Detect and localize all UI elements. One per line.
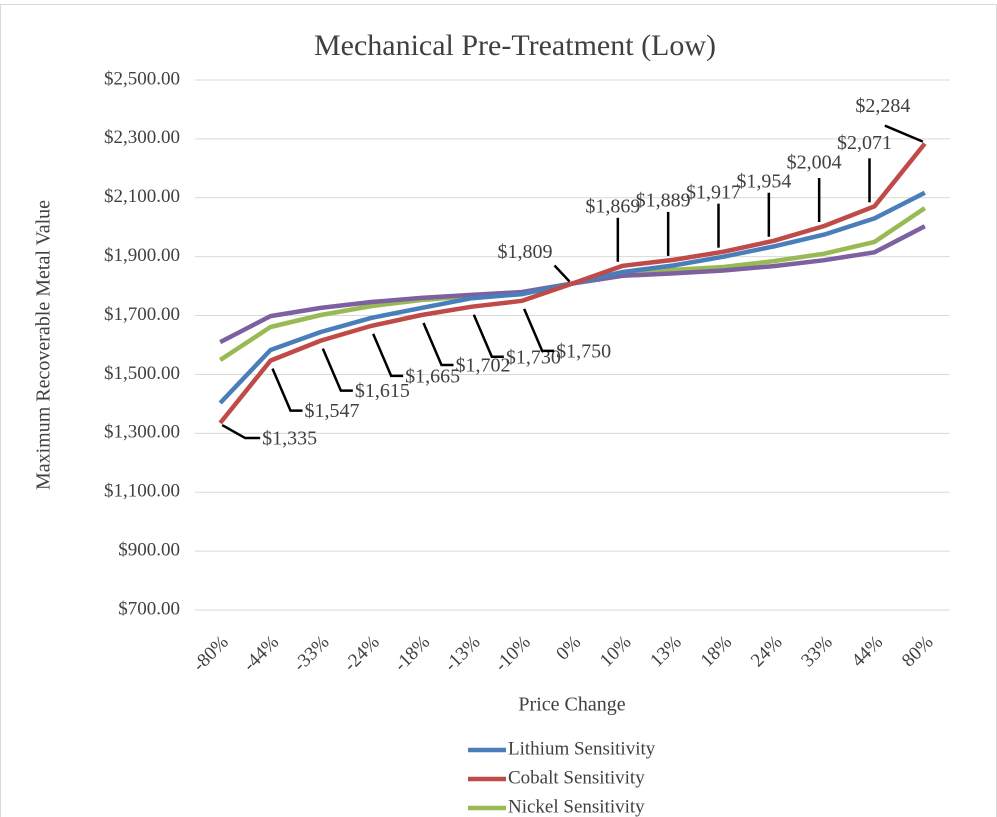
data-label: $1,750 (556, 340, 611, 362)
legend-label: Cobalt Sensitivity (508, 767, 645, 788)
y-tick-label: $700.00 (118, 598, 180, 619)
leader-line (884, 124, 924, 143)
data-label: $2,284 (855, 95, 910, 117)
y-tick-label: $1,100.00 (104, 481, 180, 502)
y-tick-label: $1,300.00 (104, 422, 180, 443)
y-tick-label: $1,900.00 (104, 245, 180, 266)
data-label: $1,615 (355, 380, 410, 402)
leader-line (472, 314, 504, 358)
y-tick-label: $2,500.00 (104, 68, 180, 89)
data-label: $1,665 (405, 365, 460, 387)
data-label: $1,889 (636, 189, 691, 211)
data-label: $2,004 (787, 152, 842, 174)
leader-line (321, 348, 353, 392)
data-label: $2,071 (837, 132, 892, 154)
data-label: $1,954 (736, 170, 791, 192)
leader-line (523, 308, 555, 353)
y-tick-label: $2,100.00 (104, 186, 180, 207)
chart-frame (0, 4, 997, 817)
leader-line (422, 322, 454, 367)
legend-label: Lithium Sensitivity (508, 738, 656, 759)
y-tick-label: $900.00 (118, 539, 180, 560)
leader-line (271, 368, 303, 412)
x-axis-title: Price Change (518, 694, 625, 716)
leader-line (372, 333, 404, 378)
data-label: $1,547 (305, 400, 360, 422)
leader-line (221, 423, 261, 440)
data-label: $1,335 (262, 428, 317, 450)
data-label: $1,702 (456, 355, 511, 377)
y-tick-label: $2,300.00 (104, 127, 180, 148)
data-label: $1,869 (585, 195, 640, 217)
chart-title: Mechanical Pre-Treatment (Low) (314, 29, 716, 62)
leader-line (553, 264, 571, 283)
y-tick-label: $1,700.00 (104, 304, 180, 325)
data-label: $1,917 (686, 181, 741, 203)
y-axis-title: Maximum Recoverable Metal Value (33, 200, 55, 490)
data-label: $1,809 (498, 241, 553, 263)
legend-label: Nickel Sensitivity (508, 796, 645, 817)
y-tick-label: $1,500.00 (104, 363, 180, 384)
series-line (218, 142, 927, 425)
